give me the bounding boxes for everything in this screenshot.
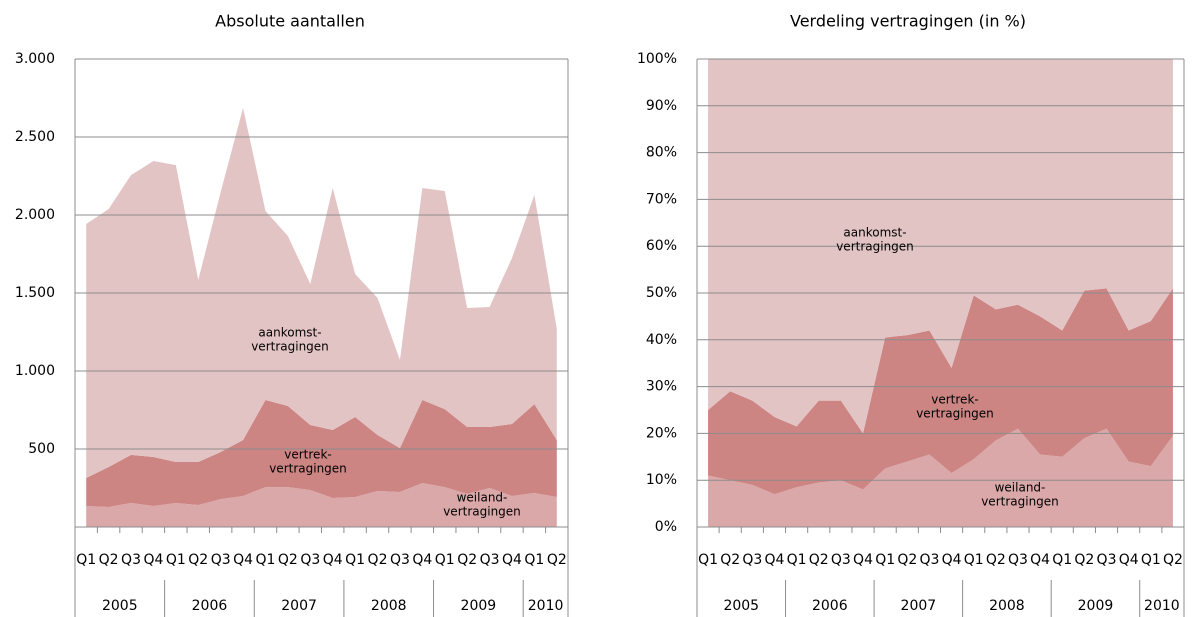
x-tick-label: Q4: [233, 552, 253, 568]
x-tick-label: Q3: [211, 552, 231, 568]
x-group-label: 2008: [371, 598, 407, 614]
x-tick-label: Q2: [457, 552, 477, 568]
x-tick-label: Q3: [742, 552, 762, 568]
x-group-label: 2010: [1144, 598, 1180, 614]
x-tick-label: Q1: [524, 552, 544, 568]
x-tick-label: Q1: [787, 552, 807, 568]
x-tick-label: Q4: [1030, 552, 1050, 568]
x-tick-label: Q1: [76, 552, 96, 568]
x-tick-label: Q1: [345, 552, 365, 568]
y-tick-label: 2.000: [15, 207, 55, 223]
y-tick-label: 10%: [646, 472, 677, 488]
area-label: aankomst-: [258, 326, 321, 340]
x-tick-label: Q1: [435, 552, 455, 568]
x-tick-label: Q3: [831, 552, 851, 568]
x-tick-label: Q2: [188, 552, 208, 568]
x-tick-label: Q3: [480, 552, 500, 568]
x-tick-label: Q1: [698, 552, 718, 568]
x-group-label: 2007: [281, 598, 317, 614]
y-tick-label: 90%: [646, 98, 677, 114]
y-tick-label: 2.500: [15, 129, 55, 145]
y-tick-label: 1.000: [15, 363, 55, 379]
x-tick-label: Q3: [390, 552, 410, 568]
area-label: vertragingen: [251, 340, 329, 354]
chart-title: Absolute aantallen: [215, 12, 365, 31]
x-group-label: 2006: [812, 598, 848, 614]
x-tick-label: Q2: [278, 552, 298, 568]
x-tick-label: Q4: [942, 552, 962, 568]
x-tick-label: Q2: [897, 552, 917, 568]
x-tick-label: Q4: [502, 552, 522, 568]
x-tick-label: Q1: [256, 552, 276, 568]
x-tick-label: Q3: [1008, 552, 1028, 568]
x-tick-label: Q4: [323, 552, 343, 568]
x-tick-label: Q2: [368, 552, 388, 568]
x-tick-label: Q1: [964, 552, 984, 568]
x-tick-label: Q3: [300, 552, 320, 568]
x-tick-label: Q2: [547, 552, 567, 568]
area: [708, 428, 1173, 527]
x-tick-label: Q2: [720, 552, 740, 568]
area-label: vertragingen: [269, 462, 347, 476]
x-tick-label: Q4: [412, 552, 432, 568]
x-group-label: 2006: [192, 598, 228, 614]
x-group-label: 2010: [528, 598, 564, 614]
y-tick-label: 500: [28, 441, 55, 457]
x-tick-label: Q2: [986, 552, 1006, 568]
x-group-label: 2007: [901, 598, 937, 614]
x-group-label: 2009: [1078, 598, 1114, 614]
x-tick-label: Q4: [1119, 552, 1139, 568]
area-label: vertrek-: [284, 448, 331, 462]
x-tick-label: Q2: [809, 552, 829, 568]
y-tick-label: 1.500: [15, 285, 55, 301]
x-tick-label: Q1: [1052, 552, 1072, 568]
y-tick-label: 30%: [646, 379, 677, 395]
area-label: aankomst-: [843, 226, 906, 240]
area-label: vertragingen: [916, 407, 994, 421]
x-group-label: 2005: [102, 598, 138, 614]
x-tick-label: Q4: [853, 552, 873, 568]
y-tick-label: 70%: [646, 191, 677, 207]
x-tick-label: Q3: [919, 552, 939, 568]
x-tick-label: Q2: [1074, 552, 1094, 568]
area-label: weiland-: [457, 491, 508, 505]
area-label: vertragingen: [836, 240, 914, 254]
area-label: vertragingen: [981, 495, 1059, 509]
area: [86, 400, 557, 508]
y-tick-label: 3.000: [15, 51, 55, 67]
area: [86, 483, 557, 527]
y-tick-label: 40%: [646, 332, 677, 348]
y-tick-label: 80%: [646, 145, 677, 161]
x-group-label: 2008: [989, 598, 1025, 614]
x-tick-label: Q4: [143, 552, 163, 568]
y-tick-label: 0%: [655, 519, 677, 535]
x-tick-label: Q2: [1163, 552, 1183, 568]
x-tick-label: Q1: [166, 552, 186, 568]
area-label: weiland-: [995, 481, 1046, 495]
x-tick-label: Q2: [99, 552, 119, 568]
y-tick-label: 60%: [646, 238, 677, 254]
x-tick-label: Q3: [1097, 552, 1117, 568]
y-tick-label: 100%: [637, 51, 677, 67]
x-tick-label: Q1: [1141, 552, 1161, 568]
x-tick-label: Q3: [121, 552, 141, 568]
x-group-label: 2005: [723, 598, 759, 614]
y-tick-label: 20%: [646, 425, 677, 441]
area-label: vertragingen: [443, 505, 521, 519]
area-label: vertrek-: [931, 393, 978, 407]
y-tick-label: 50%: [646, 285, 677, 301]
x-group-label: 2009: [461, 598, 497, 614]
chart-title: Verdeling vertragingen (in %): [790, 12, 1026, 31]
x-tick-label: Q1: [875, 552, 895, 568]
x-tick-label: Q4: [765, 552, 785, 568]
